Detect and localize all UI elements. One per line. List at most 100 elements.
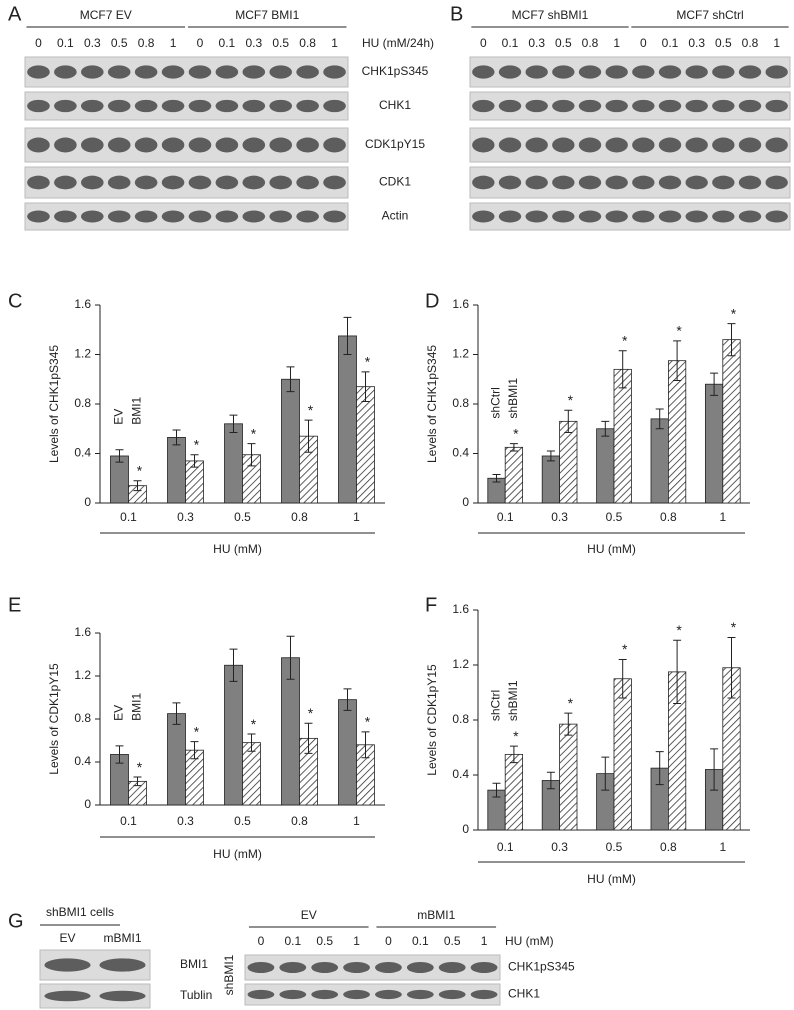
dose-label: 1 <box>613 36 620 50</box>
blot-band <box>27 99 50 113</box>
error-bar <box>509 745 518 764</box>
row-label: CHK1pS345 <box>362 64 429 78</box>
row-label: CHK1pS345 <box>508 960 575 974</box>
blot-band <box>215 210 239 223</box>
blot-band <box>472 137 495 153</box>
blot-band <box>269 210 293 223</box>
blot-band <box>406 989 434 1000</box>
y-tick-label: 1.6 <box>74 297 91 311</box>
dose-label: 0.5 <box>111 36 128 50</box>
blot-band <box>54 175 77 190</box>
bar <box>613 678 632 831</box>
blot-band <box>438 989 466 1000</box>
blot-band <box>738 210 762 223</box>
group-label: MCF7 EV <box>80 8 132 22</box>
y-axis-label: Levels of CDK1pY15 <box>47 663 61 775</box>
blot-band <box>99 958 146 972</box>
group-label: EV <box>301 908 317 922</box>
blot-band <box>658 137 682 153</box>
significance-marker: * <box>676 622 682 638</box>
blot-band <box>552 99 575 113</box>
error-bar <box>727 637 736 699</box>
blot-band <box>161 99 185 113</box>
error-bar <box>343 316 352 355</box>
bar <box>541 455 561 504</box>
bar <box>504 753 524 831</box>
blot-band <box>525 175 548 190</box>
error-bar <box>190 454 199 468</box>
blot-band <box>296 137 319 153</box>
y-tick-label: 1.6 <box>452 602 469 616</box>
bar <box>559 723 578 831</box>
y-tick-label: 0.4 <box>452 767 469 781</box>
blot-band <box>658 175 682 190</box>
blot-band <box>472 65 495 79</box>
error-bar <box>133 480 142 492</box>
blot-band <box>242 210 266 223</box>
x-tick-label: 0.1 <box>120 510 137 524</box>
x-tick-label: 0.8 <box>660 510 677 524</box>
dose-label: 0.1 <box>219 36 236 50</box>
panel-letter: C <box>8 290 22 312</box>
blot-band <box>658 210 682 223</box>
significance-marker: * <box>194 723 200 739</box>
error-bar <box>618 659 627 699</box>
dose-label: 0.8 <box>582 36 599 50</box>
x-tick-label: 0.5 <box>234 814 251 828</box>
bar <box>224 664 243 806</box>
blot-band <box>470 989 498 1000</box>
dose-label: 0.5 <box>316 934 333 948</box>
y-tick-label: 1.6 <box>452 297 469 311</box>
error-bar <box>229 414 238 433</box>
dose-label: 0.1 <box>412 934 429 948</box>
row-label: CDK1 <box>379 175 411 189</box>
row-label: BMI1 <box>180 957 208 971</box>
blot-band <box>578 99 602 113</box>
blot-band <box>632 175 655 190</box>
blot-band <box>498 175 522 190</box>
blot-band <box>296 99 319 113</box>
blot-band <box>632 137 655 153</box>
blot-band <box>242 175 266 190</box>
error-bar <box>655 751 664 786</box>
blot-band <box>738 175 762 190</box>
legend-label: shBMI1 <box>506 378 520 419</box>
blot-band <box>134 99 158 113</box>
bar <box>242 742 261 806</box>
blot-band <box>472 175 495 190</box>
blot-band <box>27 210 50 223</box>
y-tick-label: 0.8 <box>452 712 469 726</box>
blot-band <box>27 137 50 153</box>
blot-band <box>712 65 735 79</box>
error-bar <box>115 745 124 764</box>
blot-band <box>188 99 212 113</box>
blot-band <box>712 210 735 223</box>
blot-band <box>161 210 185 223</box>
significance-marker: * <box>137 462 143 478</box>
bar <box>668 360 687 504</box>
blot-band <box>54 210 77 223</box>
error-bar <box>361 731 370 759</box>
dose-label: 1 <box>481 934 488 948</box>
error-bar <box>229 648 238 682</box>
blot-band <box>765 137 788 153</box>
error-bar <box>710 748 719 791</box>
error-bar <box>133 776 142 787</box>
blot-strip <box>24 56 349 88</box>
dose-label: 0 <box>385 934 392 948</box>
blot-strip <box>469 127 791 163</box>
error-bar <box>546 771 555 790</box>
dose-label: 0.5 <box>555 36 572 50</box>
blot-band <box>552 137 575 153</box>
dose-label: 0 <box>480 36 487 50</box>
blot-band <box>27 175 50 190</box>
legend-label: BMI1 <box>130 396 144 424</box>
x-tick-label: 0.5 <box>606 510 623 524</box>
blot-band <box>134 175 158 190</box>
dose-label: 0.8 <box>138 36 155 50</box>
blot-band <box>525 65 548 79</box>
x-tick-label: 1 <box>353 814 360 828</box>
x-tick-label: 0.3 <box>551 510 568 524</box>
blot-band <box>215 175 239 190</box>
row-label: Tublin <box>180 988 212 1002</box>
